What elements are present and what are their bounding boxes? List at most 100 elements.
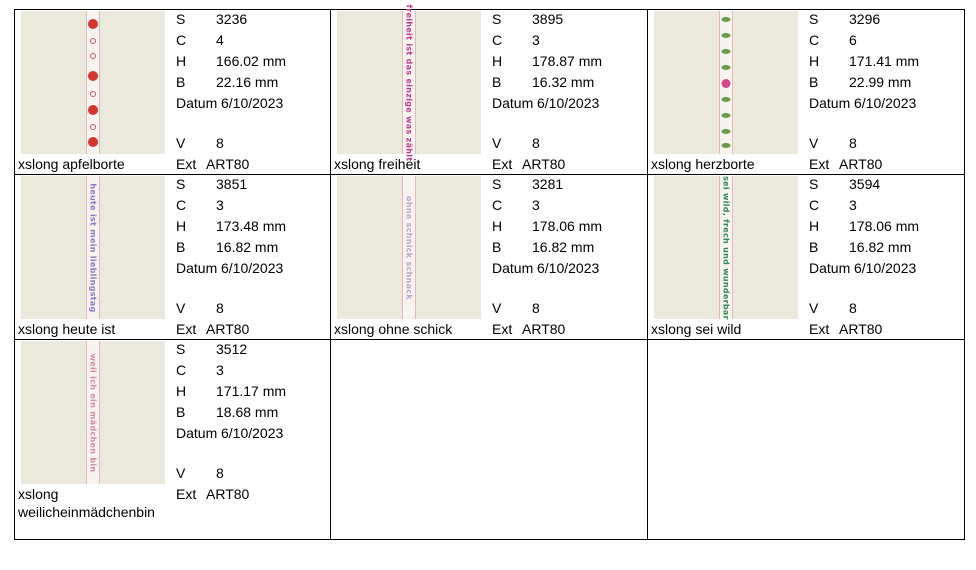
sprig-icon <box>721 129 731 134</box>
date-label: Datum <box>809 95 851 111</box>
height-value: 178.87 mm <box>532 53 603 69</box>
width-value: 16.32 mm <box>532 74 595 90</box>
date-value: 6/10/2023 <box>537 95 600 111</box>
stitches-label: S <box>809 11 819 27</box>
date-value: 6/10/2023 <box>854 95 917 111</box>
width-label: B <box>809 74 819 90</box>
colors-value: 3 <box>216 362 224 378</box>
design-cell: heute ist mein lieblingstag xslong heute… <box>15 175 331 340</box>
height-value: 178.06 mm <box>532 218 603 234</box>
colors-label: C <box>809 197 820 213</box>
design-thumbnail: heute ist mein lieblingstag <box>21 176 165 319</box>
height-label: H <box>809 53 820 69</box>
ring-icon <box>90 91 96 97</box>
height-value: 173.48 mm <box>216 218 287 234</box>
empty-cell <box>648 340 964 539</box>
stitches-value: 3895 <box>532 11 564 27</box>
sprig-icon <box>721 97 731 102</box>
width-value: 22.99 mm <box>849 74 912 90</box>
stitches-value: 3594 <box>849 176 881 192</box>
height-label: H <box>492 53 503 69</box>
design-name: xslong weilicheinmädchenbin <box>18 486 155 520</box>
ring-icon <box>90 53 96 59</box>
height-value: 171.17 mm <box>216 383 287 399</box>
stitches-value: 3296 <box>849 11 881 27</box>
date-value: 6/10/2023 <box>221 260 284 276</box>
version-value: 8 <box>849 300 857 316</box>
width-value: 22.16 mm <box>216 74 279 90</box>
stitches-label: S <box>176 176 186 192</box>
design-cell: ohne schnick schnack xslong ohne schick … <box>331 175 648 340</box>
sprig-icon <box>721 33 731 38</box>
extension-value: ART80 <box>206 486 250 502</box>
extension-value: ART80 <box>206 156 250 172</box>
colors-value: 6 <box>849 32 857 48</box>
design-grid: xslong apfelborte S 3236 C 4 H 166.02 mm B 2… <box>14 4 965 540</box>
extension-label: Ext <box>176 486 197 502</box>
stitches-value: 3281 <box>532 176 564 192</box>
colors-label: C <box>176 362 187 378</box>
design-cell: xslong herzborte S 3296 C 6 H 171.41 mm B 22… <box>648 10 964 175</box>
strip-lettering: sei wild, frech und wunderbar <box>721 175 731 320</box>
stitches-label: S <box>176 341 186 357</box>
apple-icon <box>88 105 98 115</box>
width-label: B <box>492 74 502 90</box>
extension-label: Ext <box>809 321 830 337</box>
version-label: V <box>809 300 819 316</box>
date-label: Datum <box>809 260 851 276</box>
design-name: xslong sei wild <box>651 321 742 337</box>
extension-label: Ext <box>176 321 197 337</box>
date-label: Datum <box>176 260 218 276</box>
extension-label: Ext <box>492 321 513 337</box>
stitches-label: S <box>176 11 186 27</box>
date-label: Datum <box>176 95 218 111</box>
date-value: 6/10/2023 <box>221 425 284 441</box>
sprig-icon <box>721 49 731 54</box>
stitches-label: S <box>492 176 502 192</box>
colors-value: 3 <box>532 32 540 48</box>
height-label: H <box>176 53 187 69</box>
stitches-label: S <box>809 176 819 192</box>
sprig-icon <box>721 65 731 70</box>
strip-lettering: weil ich ein mädchen bin <box>88 353 98 472</box>
design-thumbnail: ohne schnick schnack <box>337 176 481 319</box>
embroidery-strip: heute ist mein lieblingstag <box>86 176 100 319</box>
extension-value: ART80 <box>839 321 883 337</box>
version-label: V <box>176 135 186 151</box>
sprig-icon <box>721 17 731 22</box>
version-value: 8 <box>532 300 540 316</box>
colors-value: 3 <box>532 197 540 213</box>
strip-lettering: heute ist mein lieblingstag <box>88 182 98 313</box>
colors-value: 3 <box>849 197 857 213</box>
width-value: 16.82 mm <box>216 239 279 255</box>
apple-icon <box>88 71 98 81</box>
height-value: 178.06 mm <box>849 218 920 234</box>
heart-icon <box>721 79 731 88</box>
height-label: H <box>176 383 187 399</box>
width-label: B <box>176 404 186 420</box>
version-label: V <box>492 300 502 316</box>
embroidery-strip: weil ich ein mädchen bin <box>86 341 100 484</box>
embroidery-strip: sei wild, frech und wunderbar <box>719 176 733 319</box>
design-cell: xslong apfelborte S 3236 C 4 H 166.02 mm B 2… <box>15 10 331 175</box>
design-cell: sei wild, frech und wunderbar xslong sei… <box>648 175 964 340</box>
sprig-icon <box>721 143 731 148</box>
colors-label: C <box>176 197 187 213</box>
extension-value: ART80 <box>522 156 566 172</box>
apple-icon <box>88 19 98 29</box>
extension-label: Ext <box>176 156 197 172</box>
height-label: H <box>809 218 820 234</box>
design-name: xslong freiheit <box>334 156 421 172</box>
width-value: 18.68 mm <box>216 404 279 420</box>
version-label: V <box>809 135 819 151</box>
colors-value: 4 <box>216 32 224 48</box>
extension-value: ART80 <box>839 156 883 172</box>
colors-label: C <box>492 197 503 213</box>
height-label: H <box>176 218 187 234</box>
extension-label: Ext <box>492 156 513 172</box>
extension-value: ART80 <box>206 321 250 337</box>
stitches-value: 3236 <box>216 11 248 27</box>
version-label: V <box>176 465 186 481</box>
design-thumbnail <box>21 11 165 154</box>
ring-icon <box>90 38 96 44</box>
